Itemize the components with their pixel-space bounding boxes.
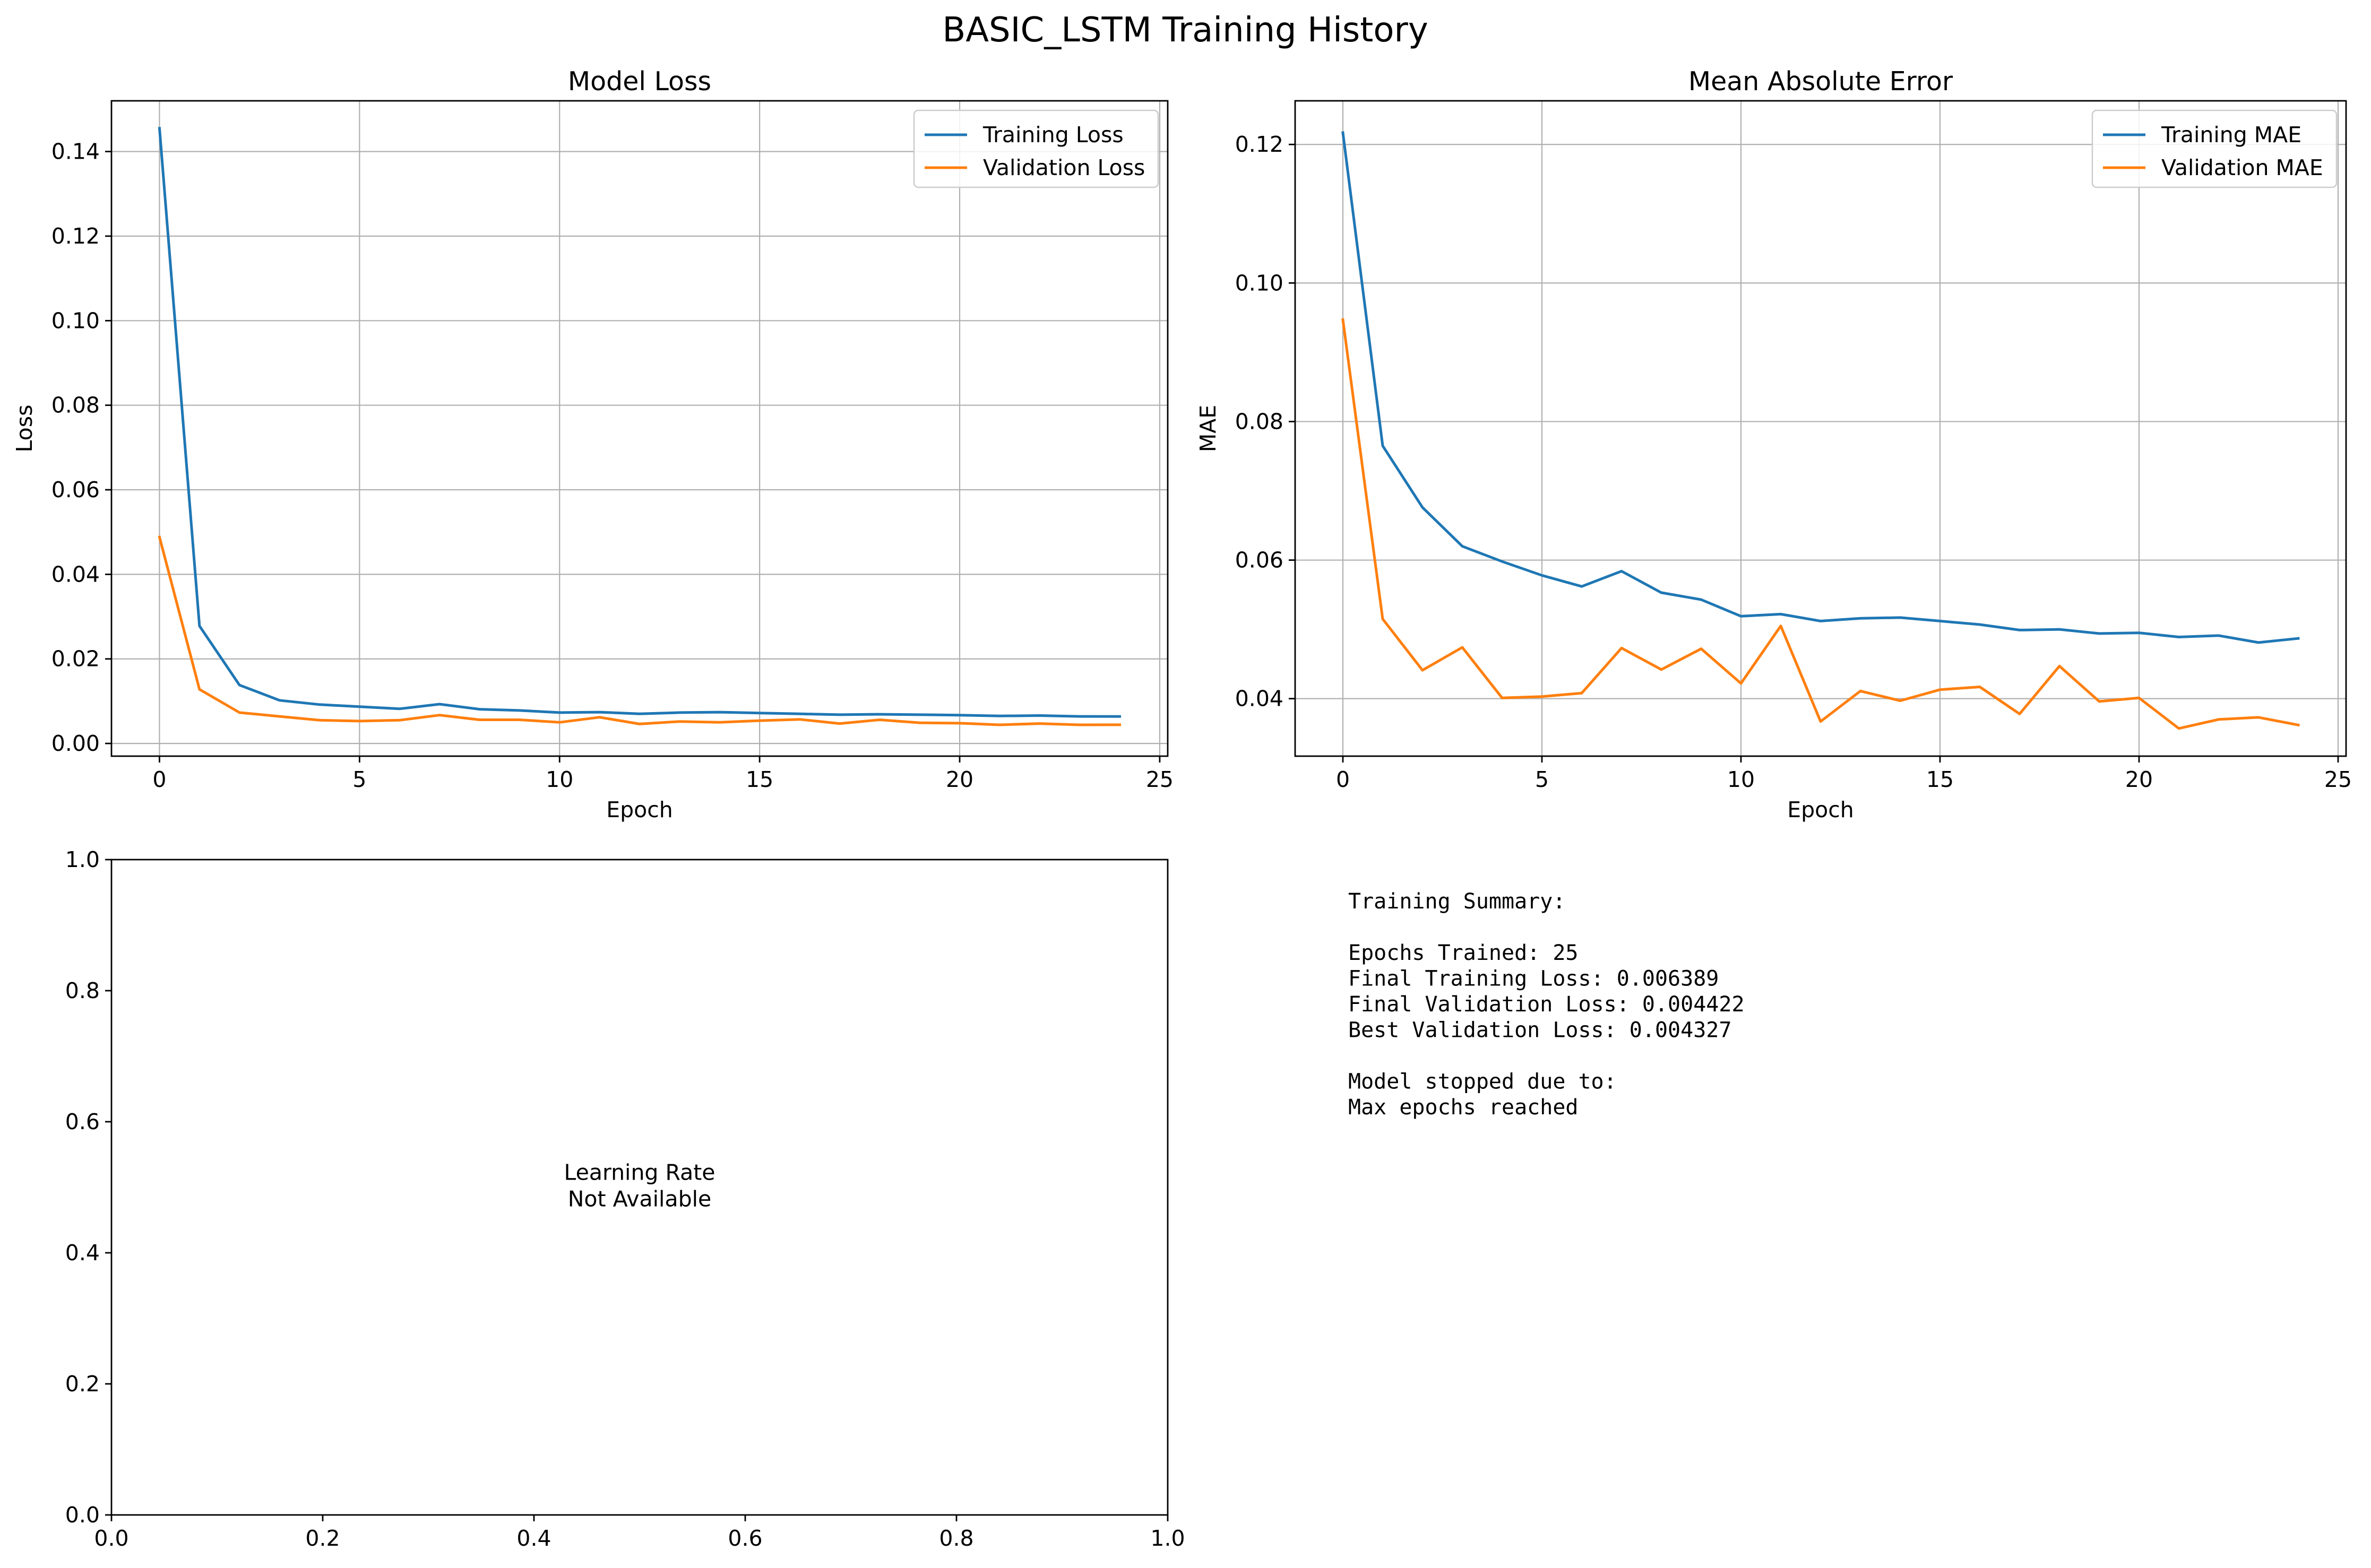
y-tick-label: 0.06 xyxy=(51,477,100,503)
x-tick-label: 0.2 xyxy=(305,1526,340,1551)
legend-box xyxy=(2091,109,2338,188)
series-line-training xyxy=(1341,131,2300,644)
y-tick-label: 0.12 xyxy=(51,223,100,249)
series-line-validation xyxy=(1341,318,2300,730)
training-summary: Training Summary:Epochs Trained: 25Final… xyxy=(1348,889,1745,1120)
annotation-text: Learning Rate xyxy=(564,1160,715,1185)
y-tick-label: 1.0 xyxy=(65,847,100,872)
x-tick-label: 5 xyxy=(352,767,366,792)
x-tick-label: 25 xyxy=(1146,767,1174,792)
y-tick-label: 0.8 xyxy=(65,978,100,1003)
y-tick-label: 0.6 xyxy=(65,1109,100,1134)
x-tick-label: 0 xyxy=(1336,767,1350,792)
x-tick-label: 20 xyxy=(2125,767,2153,792)
y-axis-label: Loss xyxy=(12,405,37,453)
y-tick-label: 0.4 xyxy=(65,1240,100,1266)
plot-frame xyxy=(110,859,1169,1516)
y-tick-label: 0.08 xyxy=(51,393,100,418)
x-tick-label: 10 xyxy=(1727,767,1755,792)
x-tick-label: 1.0 xyxy=(1150,1526,1185,1551)
summary-line: Epochs Trained: 25 xyxy=(1348,941,1578,965)
x-axis-label: Epoch xyxy=(1787,797,1854,822)
x-axis-label: Epoch xyxy=(606,797,673,822)
x-tick-label: 15 xyxy=(746,767,773,792)
summary-line: Training Summary: xyxy=(1348,889,1565,914)
legend: Training Loss Validation Loss xyxy=(913,109,1159,188)
y-tick-label: 0.06 xyxy=(1235,548,1283,573)
summary-line: Max epochs reached xyxy=(1348,1095,1578,1120)
chart-title: Mean Absolute Error xyxy=(1688,66,1953,97)
learning-rate-chart: 0.0 0.2 0.4 0.6 0.8 1.0 0.0 0.2 0.4 0.6 0.8 1.0 Lear… xyxy=(65,847,1185,1551)
plot-frame xyxy=(110,100,1169,757)
legend-label: Validation MAE xyxy=(2161,155,2323,180)
mae-chart: 0 5 10 15 20 25 0.04 0.06 0.08 0.10 0.12 Mean Absol… xyxy=(1195,66,2352,822)
legend-label: Validation Loss xyxy=(983,155,1145,180)
x-tick-label: 0.4 xyxy=(516,1526,551,1551)
y-tick-label: 0.00 xyxy=(51,731,100,756)
figure-title: BASIC_LSTM Training History xyxy=(942,11,1428,50)
x-tick-label: 15 xyxy=(1926,767,1954,792)
x-tick-label: 0 xyxy=(152,767,166,792)
x-tick-label: 25 xyxy=(2324,767,2352,792)
x-tick-label: 20 xyxy=(946,767,973,792)
legend-box xyxy=(913,109,1159,188)
summary-line: Best Validation Loss: 0.004327 xyxy=(1348,1018,1731,1043)
legend-label: Training Loss xyxy=(982,122,1124,148)
y-tick-label: 0.10 xyxy=(51,308,100,333)
summary-line: Model stopped due to: xyxy=(1348,1070,1617,1094)
series-line-validation xyxy=(158,535,1122,726)
summary-line: Final Validation Loss: 0.004422 xyxy=(1348,992,1745,1017)
y-tick-label: 0.02 xyxy=(51,646,100,672)
legend: Training MAE Validation MAE xyxy=(2091,109,2338,188)
y-tick-label: 0.2 xyxy=(65,1371,100,1397)
y-tick-label: 0.0 xyxy=(65,1502,100,1528)
x-tick-label: 10 xyxy=(546,767,573,792)
loss-chart: 0 5 10 15 20 25 0.00 0.02 0.04 0.06 0.08 0.10 0.12 0.… xyxy=(12,66,1174,822)
series-line-training xyxy=(158,127,1122,718)
y-tick-label: 0.08 xyxy=(1235,409,1283,434)
summary-line: Final Training Loss: 0.006389 xyxy=(1348,967,1719,991)
y-tick-label: 0.10 xyxy=(1235,270,1283,296)
x-tick-label: 5 xyxy=(1535,767,1549,792)
plot-frame xyxy=(1294,100,2347,757)
y-tick-label: 0.14 xyxy=(51,139,100,164)
y-axis-label: MAE xyxy=(1195,405,1221,452)
y-tick-label: 0.12 xyxy=(1235,132,1283,157)
y-tick-label: 0.04 xyxy=(1235,686,1283,712)
x-tick-label: 0.0 xyxy=(94,1526,128,1551)
chart-title: Model Loss xyxy=(568,66,711,97)
legend-label: Training MAE xyxy=(2161,122,2301,148)
x-tick-label: 0.8 xyxy=(939,1526,973,1551)
annotation-text: Not Available xyxy=(568,1186,711,1212)
x-tick-label: 0.6 xyxy=(728,1526,762,1551)
y-tick-label: 0.04 xyxy=(51,561,100,587)
